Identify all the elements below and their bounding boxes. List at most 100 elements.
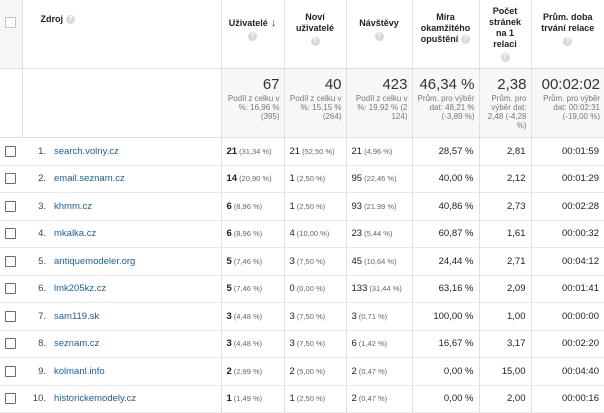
header-source-label[interactable]: Zdroj xyxy=(40,14,64,24)
visits-percent: (22,46 %) xyxy=(364,174,397,184)
help-icon[interactable]: ? xyxy=(461,35,471,45)
row-checkbox[interactable] xyxy=(5,393,16,405)
new-users-percent: (0,00 %) xyxy=(296,284,326,294)
row-checkbox[interactable] xyxy=(5,173,16,185)
total-value: 67 xyxy=(262,76,280,93)
header-avg-duration[interactable]: Prům. doba trvání relace? xyxy=(530,0,604,69)
visits-percent: (10,64 %) xyxy=(364,256,397,266)
table-row: 7. sam119.sk 3 (4,48 %) 3 (7,50 %) 3 (0,71 %) 10… xyxy=(0,302,604,331)
help-icon[interactable]: ? xyxy=(500,53,510,62)
new-users-cell: 2 (5,00 %) xyxy=(283,357,346,386)
source-cell: 9. kolmanl.info xyxy=(22,357,221,386)
users-percent: (7,46 %) xyxy=(233,256,263,266)
row-checkbox[interactable] xyxy=(5,228,16,240)
bounce-value: 100,00 % xyxy=(433,310,474,322)
pages-cell: 2,09 xyxy=(478,275,531,303)
new-users-percent: (2,50 %) xyxy=(296,174,326,184)
help-icon[interactable]: ? xyxy=(248,32,257,41)
sort-descending-icon[interactable]: ↓ xyxy=(270,17,277,29)
row-checkbox[interactable] xyxy=(5,310,16,322)
header-new-users-label[interactable]: Noví uživatelé xyxy=(295,12,335,33)
source-link[interactable]: seznam.cz xyxy=(54,338,100,350)
row-select-cell[interactable] xyxy=(0,192,22,221)
users-value: 2 xyxy=(226,365,232,377)
table-row: 4. mkalka.cz 6 (8,96 %) 4 (10,00 %) 23 (5,44 %)… xyxy=(0,220,604,248)
source-link[interactable]: historickemodely.cz xyxy=(54,393,137,405)
source-cell: 5. antiquemodeler.org xyxy=(22,247,221,276)
header-users-label[interactable]: Uživatelé xyxy=(228,18,268,28)
row-checkbox[interactable] xyxy=(5,338,16,350)
users-value: 6 xyxy=(226,200,232,212)
new-users-value: 1 xyxy=(289,393,295,405)
users-cell: 2 (2,99 %) xyxy=(220,357,284,386)
visits-cell: 93 (21,99 %) xyxy=(345,192,412,221)
visits-value: 95 xyxy=(351,173,363,185)
duration-cell: 00:01:59 xyxy=(530,137,604,166)
row-select-cell[interactable] xyxy=(0,385,22,413)
visits-percent: (0,47 %) xyxy=(358,366,388,376)
help-icon[interactable]: ? xyxy=(66,15,75,25)
row-index: 7. xyxy=(38,310,46,322)
duration-cell: 00:00:00 xyxy=(530,302,604,331)
total-sub: Podíl z celku v %: 19,92 % (2 124) xyxy=(355,94,408,121)
users-cell: 3 (4,48 %) xyxy=(220,330,284,358)
header-pages-label[interactable]: Počet stránek na 1 relaci xyxy=(488,6,522,49)
visits-value: 6 xyxy=(351,338,357,350)
row-checkbox[interactable] xyxy=(5,283,16,295)
source-link[interactable]: sam119.sk xyxy=(54,310,100,322)
new-users-value: 3 xyxy=(289,310,295,322)
pages-cell: 15,00 xyxy=(478,357,531,386)
totals-pages: 2,38 Prům. pro výběr dat: 2,48 (-4,28 %) xyxy=(478,68,531,138)
row-checkbox[interactable] xyxy=(5,365,16,377)
source-link[interactable]: lmk205kz.cz xyxy=(54,283,107,295)
bounce-cell: 40,00 % xyxy=(411,165,479,193)
row-select-cell[interactable] xyxy=(0,357,22,386)
row-checkbox[interactable] xyxy=(5,200,16,212)
row-checkbox[interactable] xyxy=(5,255,16,267)
header-users[interactable]: Uživatelé ↓? xyxy=(220,0,284,69)
duration-cell: 00:02:28 xyxy=(530,192,604,221)
visits-cell: 3 (0,71 %) xyxy=(345,302,412,331)
header-duration-label[interactable]: Prům. doba trvání relace xyxy=(541,12,595,33)
row-select-cell[interactable] xyxy=(0,137,22,166)
source-link[interactable]: search.volny.cz xyxy=(54,145,119,157)
help-icon[interactable]: ? xyxy=(310,37,320,46)
header-bounce-label[interactable]: Míra okamžitého opuštění xyxy=(420,12,471,44)
header-visits-label[interactable]: Návštěvy xyxy=(359,18,399,28)
bounce-cell: 0,00 % xyxy=(411,385,479,413)
pages-value: 2,71 xyxy=(507,255,526,267)
row-select-cell[interactable] xyxy=(0,275,22,303)
header-select-all-cell[interactable] xyxy=(0,0,22,69)
row-select-cell[interactable] xyxy=(0,220,22,248)
row-checkbox[interactable] xyxy=(5,145,16,157)
source-link[interactable]: antiquemodeler.org xyxy=(54,255,136,267)
row-select-cell[interactable] xyxy=(0,302,22,331)
bounce-value: 0,00 % xyxy=(443,393,474,405)
bounce-value: 28,57 % xyxy=(438,145,474,157)
new-users-value: 21 xyxy=(289,145,301,157)
duration-cell: 00:00:32 xyxy=(530,220,604,248)
visits-cell: 133 (31,44 %) xyxy=(345,275,412,303)
row-select-cell[interactable] xyxy=(0,165,22,193)
users-value: 1 xyxy=(226,393,232,405)
source-link[interactable]: khmm.cz xyxy=(54,200,92,212)
source-link[interactable]: kolmanl.info xyxy=(54,365,105,377)
help-icon[interactable]: ? xyxy=(563,37,573,46)
select-all-checkbox[interactable] xyxy=(5,17,16,28)
source-link[interactable]: email.seznam.cz xyxy=(54,173,125,185)
table-row: 1. search.volny.cz 21 (31,34 %) 21 (52,50 %) 2… xyxy=(0,137,604,166)
duration-cell: 00:04:40 xyxy=(530,357,604,386)
header-source[interactable]: Zdroj? xyxy=(21,0,221,69)
help-icon[interactable]: ? xyxy=(374,32,384,41)
visits-value: 23 xyxy=(351,228,363,240)
header-visits[interactable]: Návštěvy? xyxy=(345,0,412,69)
bounce-value: 24,44 % xyxy=(438,255,474,267)
header-bounce-rate[interactable]: Míra okamžitého opuštění? xyxy=(411,0,479,69)
users-cell: 21 (31,34 %) xyxy=(220,137,284,166)
row-select-cell[interactable] xyxy=(0,247,22,276)
header-new-users[interactable]: Noví uživatelé? xyxy=(283,0,346,69)
header-pages-per-session[interactable]: Počet stránek na 1 relaci? xyxy=(478,0,531,69)
source-link[interactable]: mkalka.cz xyxy=(54,228,97,240)
row-select-cell[interactable] xyxy=(0,330,22,358)
